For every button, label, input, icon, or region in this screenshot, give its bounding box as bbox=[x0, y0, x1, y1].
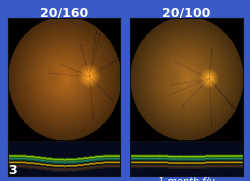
Text: 3: 3 bbox=[8, 164, 17, 177]
Text: 1 month f/u: 1 month f/u bbox=[158, 177, 215, 181]
Text: 20/100: 20/100 bbox=[162, 6, 210, 19]
Text: 20/160: 20/160 bbox=[40, 6, 88, 19]
